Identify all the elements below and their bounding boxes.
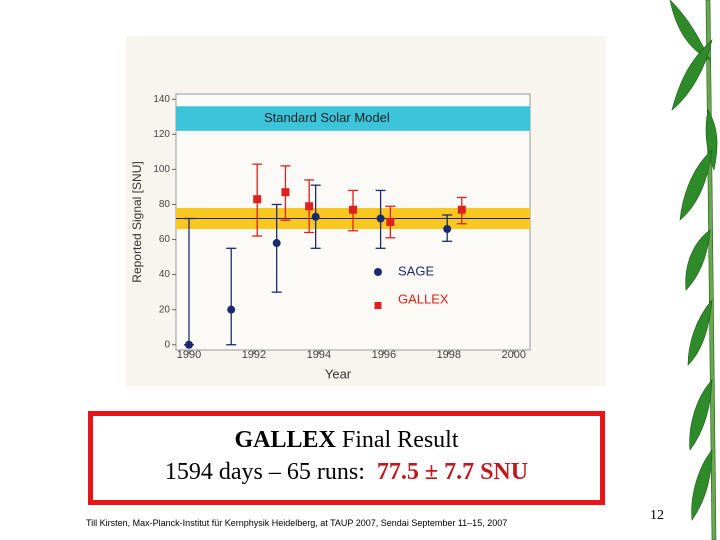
band-label: Standard Solar Model [264,110,390,125]
point [376,214,385,223]
y-tick-label: 100 [153,164,170,175]
y-tick-label: 120 [153,129,170,140]
point [253,195,262,204]
band [176,106,530,131]
point [349,205,357,214]
point [386,218,395,226]
x-axis-label: Year [325,366,352,381]
x-tick-label: 1998 [437,349,461,361]
x-tick-label: 1990 [177,349,201,361]
result-line-2: 1594 days – 65 runs: 77.5 ± 7.7 SNU [93,456,600,488]
y-tick-label: 40 [159,269,171,280]
point [272,239,281,248]
point [227,305,236,314]
legend-marker [374,268,382,276]
x-tick-label: 1992 [242,349,266,361]
x-tick-label: 1996 [372,349,396,361]
y-tick-label: 140 [153,94,170,105]
y-axis-label: Reported Signal [SNU] [130,161,144,282]
result-line-1: GALLEX Final Result [93,424,600,456]
point [443,225,452,234]
y-tick-label: 60 [159,234,171,245]
x-tick-label: 2000 [502,349,526,361]
result-experiment: GALLEX [234,427,336,453]
y-tick-label: 0 [164,339,170,350]
point [311,212,320,221]
legend-label: SAGE [398,263,434,278]
x-tick-label: 1994 [307,349,331,361]
point [305,202,314,211]
result-title: Final Result [341,427,459,453]
chart: Year Reported Signal [SNU] Standard Sola… [126,36,606,386]
point [184,340,193,349]
result-value: 77.5 ± 7.7 SNU [376,459,529,485]
y-tick-label: 20 [159,304,171,315]
point [457,205,466,214]
footer: Till Kirsten, Max-Planck-Institut für Ke… [86,518,508,528]
legend-marker [374,302,382,309]
result-runs: 1594 days – 65 runs: [164,459,365,485]
y-tick-label: 80 [159,199,171,210]
point [281,188,290,197]
legend-label: GALLEX [398,291,449,306]
page-number: 12 [650,508,664,523]
result-box: GALLEX Final Result 1594 days – 65 runs:… [88,411,605,505]
